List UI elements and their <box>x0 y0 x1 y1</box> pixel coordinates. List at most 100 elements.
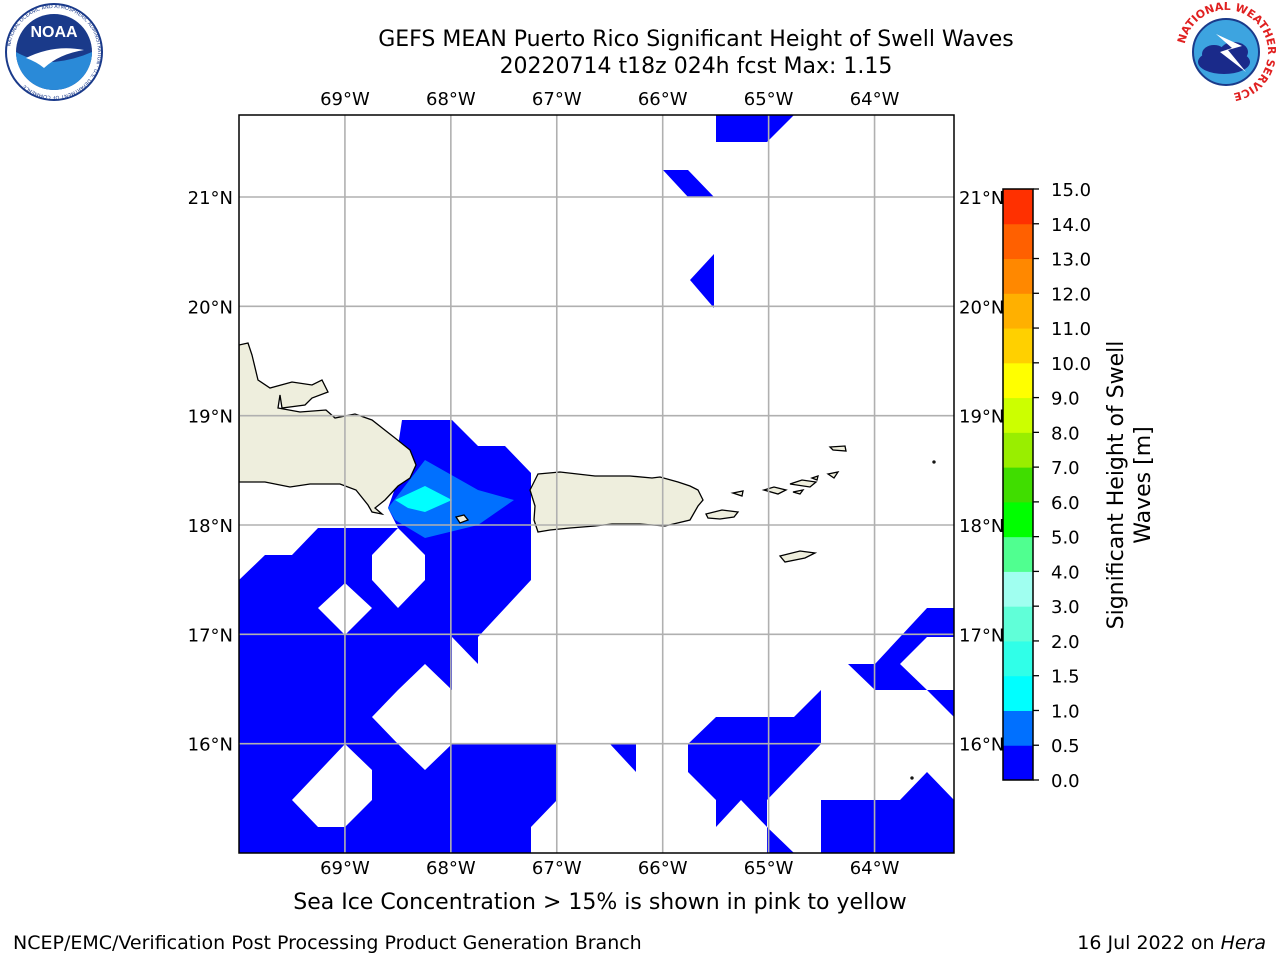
lat-label-left: 18°N <box>188 516 233 537</box>
colorbar-tick-label: 4.0 <box>1051 562 1080 583</box>
islet-4 <box>910 776 914 780</box>
colorbar-swatch <box>1003 258 1033 294</box>
lat-label-left: 21°N <box>188 188 233 209</box>
colorbar-swatch <box>1003 710 1033 746</box>
culebra <box>730 490 744 497</box>
colorbar-label-line1: Significant Height of Swell <box>1104 341 1129 630</box>
chart-title: GEFS MEAN Puerto Rico Significant Height… <box>378 27 1014 52</box>
colorbar-tick-label: 14.0 <box>1051 215 1091 236</box>
noaa-logo: NOAA NATIONAL OCEANIC AND ATMOSPHERIC AD… <box>5 3 103 101</box>
islet-3 <box>932 460 936 464</box>
map-frame <box>238 114 955 854</box>
lon-label-bottom: 69°W <box>320 858 370 879</box>
date-stamp: 16 Jul 2022 on Hera <box>1077 932 1266 954</box>
lon-label-top: 68°W <box>426 89 476 110</box>
lon-labels-bottom: 69°W 68°W 67°W 66°W 65°W 64°W <box>320 858 900 879</box>
credit-text: NCEP/EMC/Verification Post Processing Pr… <box>13 932 642 954</box>
mona-island <box>454 514 470 524</box>
hispaniola <box>239 342 417 516</box>
swell-patch-south-1 <box>610 744 636 772</box>
lat-label-right: 16°N <box>959 735 1004 756</box>
swell-patch-east <box>848 608 954 717</box>
lon-label-top: 66°W <box>638 89 688 110</box>
lat-label-right: 20°N <box>959 297 1004 318</box>
colorbar-swatch <box>1003 328 1033 364</box>
colorbar-tick-label: 0.5 <box>1051 736 1080 757</box>
colorbar-swatch <box>1003 675 1033 711</box>
colorbar-tick-label: 2.0 <box>1051 632 1080 653</box>
lon-label-top: 67°W <box>532 89 582 110</box>
colorbar-tick-label: 15.0 <box>1051 180 1091 201</box>
lat-labels-right: 21°N 20°N 19°N 18°N 17°N 16°N <box>959 188 1004 756</box>
land <box>239 342 936 780</box>
vieques <box>705 509 740 520</box>
swell-patch-north-2 <box>663 170 714 197</box>
swell-field <box>239 115 954 853</box>
colorbar-swatch <box>1003 467 1033 503</box>
colorbar-tick-label: 12.0 <box>1051 284 1091 305</box>
colorbar-tick-label: 1.0 <box>1051 701 1080 722</box>
swell-patch-north-3 <box>690 254 714 308</box>
host-name: Hera <box>1220 932 1266 954</box>
puerto-rico <box>529 471 704 533</box>
lat-label-right: 17°N <box>959 625 1004 646</box>
colorbar-tick-label: 13.0 <box>1051 250 1091 271</box>
colorbar-tick-label: 1.5 <box>1051 667 1080 688</box>
swell-patch-north-1 <box>716 115 794 142</box>
lat-label-right: 21°N <box>959 188 1004 209</box>
lon-label-bottom: 65°W <box>744 858 794 879</box>
chart-subtitle: 20220714 t18z 024h fcst Max: 1.15 <box>499 54 893 79</box>
lon-label-bottom: 68°W <box>426 858 476 879</box>
colorbar-tick-label: 5.0 <box>1051 528 1080 549</box>
tortola <box>789 479 818 488</box>
lon-label-bottom: 64°W <box>850 858 900 879</box>
colorbar-swatch <box>1003 640 1033 677</box>
sea-ice-note: Sea Ice Concentration > 15% is shown in … <box>293 890 907 915</box>
graticule <box>239 115 954 853</box>
colorbar-swatch <box>1003 223 1033 260</box>
colorbar-tick-label: 7.0 <box>1051 458 1080 479</box>
lat-label-left: 20°N <box>188 297 233 318</box>
date-text: 16 Jul 2022 on <box>1077 932 1221 954</box>
swell-region-southwest <box>239 420 557 853</box>
lat-label-right: 19°N <box>959 407 1004 428</box>
st-thomas <box>761 486 788 495</box>
colorbar-label-line2: Waves [m] <box>1131 426 1156 543</box>
lat-label-left: 19°N <box>188 407 233 428</box>
colorbar-tick-label: 6.0 <box>1051 493 1080 514</box>
colorbar-frame <box>1002 188 1034 781</box>
colorbar-swatch <box>1003 606 1033 642</box>
lat-label-left: 17°N <box>188 625 233 646</box>
colorbar-swatch <box>1003 432 1033 468</box>
islet-1 <box>792 489 805 495</box>
colorbar-swatch <box>1003 745 1033 781</box>
lon-label-bottom: 66°W <box>638 858 688 879</box>
colorbar-swatch <box>1003 501 1033 538</box>
lat-label-left: 16°N <box>188 735 233 756</box>
lon-label-bottom: 67°W <box>532 858 582 879</box>
svg-text:NOAA: NOAA <box>30 24 78 41</box>
lat-labels-left: 21°N 20°N 19°N 18°N 17°N 16°N <box>188 188 233 756</box>
colorbar-ticks: 0.0 0.5 1.0 1.5 2.0 3.0 4.0 5.0 6.0 7.0 8.0 9.0 10.0… <box>1033 180 1091 792</box>
colorbar-swatch <box>1003 571 1033 607</box>
swell-patch-southeast <box>821 772 954 853</box>
colorbar-swatch <box>1003 362 1033 399</box>
colorbar-tick-label: 10.0 <box>1051 354 1091 375</box>
colorbar-tick-label: 9.0 <box>1051 389 1080 410</box>
swell-band-1-0 <box>395 486 452 512</box>
st-croix <box>778 550 818 563</box>
lat-label-right: 18°N <box>959 516 1004 537</box>
anegada <box>828 445 847 452</box>
lon-label-top: 64°W <box>850 89 900 110</box>
colorbar-tick-label: 11.0 <box>1051 319 1091 340</box>
colorbar-swatch <box>1003 189 1033 225</box>
colorbar-swatch <box>1003 536 1033 572</box>
colorbar-tick-label: 8.0 <box>1051 423 1080 444</box>
lon-label-top: 69°W <box>320 89 370 110</box>
colorbar-tick-label: 0.0 <box>1051 771 1080 792</box>
swell-patch-south-2 <box>688 690 821 853</box>
colorbar <box>1002 188 1034 781</box>
islet-2 <box>810 475 819 481</box>
nws-logo: NATIONAL WEATHER SERVICE <box>1176 2 1276 102</box>
